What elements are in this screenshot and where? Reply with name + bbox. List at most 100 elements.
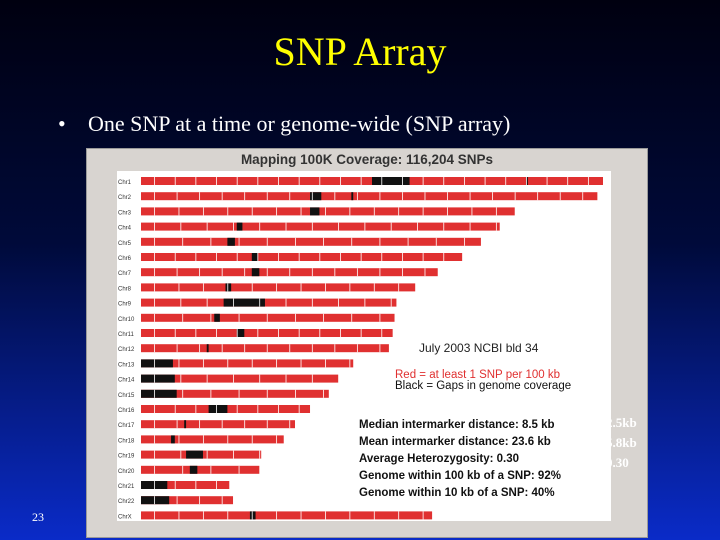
chromosome-label: Chr20 (118, 469, 135, 475)
bar-striation (356, 192, 358, 201)
bar-striation (319, 177, 321, 185)
bar-striation (311, 268, 313, 277)
bar-striation (295, 313, 296, 322)
bar-striation (236, 253, 238, 261)
bar-striation (259, 298, 261, 307)
bar-striation (360, 253, 362, 261)
coverage-gap (184, 420, 187, 429)
chromosome-bar (141, 374, 339, 383)
bar-striation (325, 207, 326, 216)
bar-striation (300, 207, 302, 216)
bar-striation (251, 283, 253, 292)
coverage-gap (141, 481, 168, 489)
chromosome-bar (141, 435, 284, 444)
bar-striation (199, 420, 201, 429)
chromosome-label: Chr15 (118, 393, 135, 399)
bar-striation (227, 207, 229, 216)
bar-striation (381, 177, 383, 185)
chromosome-label: Chr16 (118, 408, 135, 414)
chromosome-bar (141, 283, 416, 292)
chromosome-bar (141, 481, 230, 489)
bar-striation (195, 405, 197, 413)
bar-striation (238, 313, 240, 322)
bar-striation (202, 359, 204, 368)
bar-striation (174, 481, 176, 489)
bar-striation (298, 405, 300, 413)
bar-striation (379, 192, 381, 201)
slide-number: 23 (32, 510, 44, 524)
bar-striation (233, 222, 234, 231)
bar-striation (587, 177, 589, 185)
bar-striation (154, 420, 155, 429)
bar-striation (278, 405, 279, 413)
bar-striation (210, 237, 212, 246)
chromosome-label: ChrX (118, 514, 132, 520)
bar-striation (180, 374, 182, 383)
bar-striation (206, 374, 208, 383)
bar-striation (174, 329, 176, 337)
bar-striation (251, 511, 253, 520)
bar-striation (176, 192, 178, 201)
bar-striation (567, 177, 569, 185)
bar-striation (266, 313, 268, 322)
bar-striation (244, 344, 246, 353)
bar-striation (202, 207, 204, 216)
bar-striation (154, 481, 155, 489)
bar-striation (289, 420, 291, 429)
chromosome-label: Chr1 (118, 180, 132, 186)
bar-striation (338, 222, 339, 231)
chromosome-chart: Chr1 Chr2 Chr3 Chr4 Chr5 Chr6 Chr7 Chr8 Chr9 Chr1… (118, 177, 603, 520)
bar-striation (216, 405, 217, 413)
coverage-gap (310, 192, 322, 201)
bar-striation (349, 207, 351, 216)
bar-striation (424, 268, 426, 277)
coverage-gap (171, 435, 175, 444)
bar-striation (174, 253, 176, 261)
bar-striation (178, 283, 180, 292)
bar-striation (311, 192, 313, 201)
chromosome-bar (141, 465, 260, 474)
bar-striation (178, 207, 180, 216)
bar-striation (236, 177, 238, 185)
bar-striation (180, 222, 182, 231)
bar-striation (298, 329, 300, 337)
bar-striation (417, 222, 418, 231)
bar-striation (216, 481, 217, 489)
bar-striation (325, 511, 326, 520)
bar-striation (227, 359, 229, 368)
coverage-gap (526, 177, 528, 185)
bar-striation (278, 177, 279, 185)
build-label: July 2003 NCBI bld 34 (419, 341, 539, 355)
bar-striation (319, 253, 321, 261)
coverage-gap (186, 450, 203, 459)
bar-striation (349, 283, 351, 292)
bar-striation (199, 268, 201, 277)
bar-striation (373, 511, 375, 520)
bar-striation (402, 253, 403, 261)
bar-striation (154, 511, 155, 520)
bar-striation (295, 389, 296, 398)
bar-striation (559, 192, 561, 201)
bar-striation (289, 344, 291, 353)
bar-striation (311, 374, 313, 383)
chromosome-label: Chr17 (118, 423, 135, 429)
bullet-marker: • (58, 111, 66, 136)
chromosome-label: Chr14 (118, 378, 135, 384)
bar-striation (236, 329, 238, 337)
chromosome-label: Chr19 (118, 454, 135, 460)
bar-striation (244, 268, 246, 277)
bullet-text: One SNP at a time or genome-wide (SNP ar… (88, 111, 511, 136)
bar-striation (276, 283, 278, 292)
bar-striation (210, 313, 212, 322)
bar-striation (216, 177, 217, 185)
bar-striation (174, 405, 176, 413)
bar-striation (227, 283, 229, 292)
bar-striation (154, 496, 155, 505)
bar-striation (257, 329, 259, 337)
chromosome-label: Chr9 (118, 302, 132, 308)
bar-striation (195, 177, 197, 185)
bar-striation (154, 283, 155, 292)
bar-striation (379, 344, 381, 353)
bar-striation (464, 177, 465, 185)
bar-striation (227, 435, 229, 444)
